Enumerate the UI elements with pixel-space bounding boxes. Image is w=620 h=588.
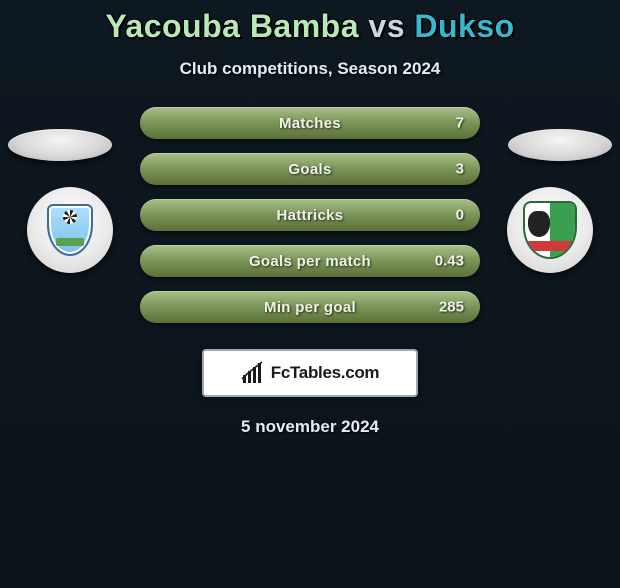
snapshot-date: 5 november 2024 (0, 417, 620, 437)
subtitle: Club competitions, Season 2024 (0, 59, 620, 79)
stat-row-mpg: Min per goal 285 (140, 291, 480, 323)
player2-avatar-placeholder (508, 129, 612, 161)
player1-name: Yacouba Bamba (105, 8, 359, 44)
stat-label: Min per goal (264, 299, 356, 316)
stat-row-gpm: Goals per match 0.43 (140, 245, 480, 277)
stat-label: Matches (279, 115, 341, 132)
stat-value: 0.43 (435, 253, 464, 270)
stats-list: Matches 7 Goals 3 Hattricks 0 Goals per … (140, 107, 480, 323)
team-badge-left (22, 186, 118, 274)
crest-right-stripe (525, 241, 575, 251)
stat-value: 3 (456, 161, 464, 178)
team-crest-left (47, 204, 93, 256)
crest-right-bear (528, 211, 550, 237)
player2-name: Dukso (414, 8, 514, 44)
vs-text: vs (368, 8, 405, 44)
team-crest-right (523, 201, 577, 259)
stat-value: 7 (456, 115, 464, 132)
stat-row-hattricks: Hattricks 0 (140, 199, 480, 231)
stat-row-goals: Goals 3 (140, 153, 480, 185)
chart-bars-icon (241, 361, 265, 385)
stat-row-matches: Matches 7 (140, 107, 480, 139)
stat-value: 285 (439, 299, 464, 316)
stat-label: Goals per match (249, 253, 371, 270)
source-logo-text: FcTables.com (271, 363, 380, 383)
stat-value: 0 (456, 207, 464, 224)
stat-label: Hattricks (277, 207, 344, 224)
stat-label: Goals (288, 161, 331, 178)
team-badge-right-circle (507, 187, 593, 273)
comparison-title: Yacouba Bamba vs Dukso (0, 8, 620, 45)
player1-avatar-placeholder (8, 129, 112, 161)
team-badge-left-circle (27, 187, 113, 273)
team-badge-right (502, 186, 598, 274)
source-logo-box: FcTables.com (202, 349, 418, 397)
